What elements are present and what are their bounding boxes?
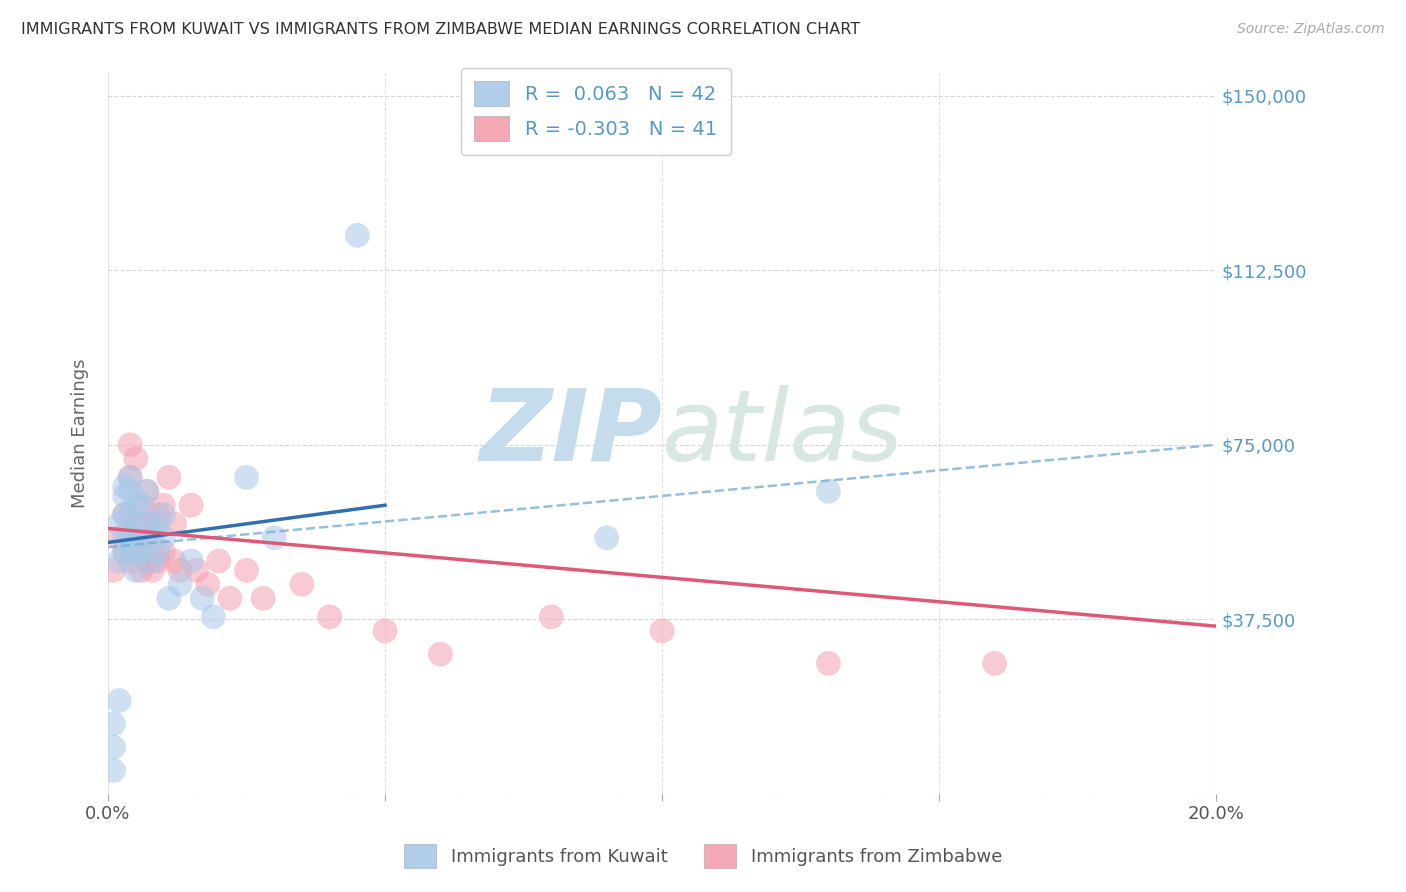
Point <box>202 610 225 624</box>
Point <box>129 498 152 512</box>
Point <box>108 554 131 568</box>
Point <box>125 545 148 559</box>
Point <box>429 647 451 661</box>
Point <box>108 516 131 531</box>
Point <box>129 545 152 559</box>
Point <box>125 498 148 512</box>
Point <box>129 531 152 545</box>
Point <box>163 554 186 568</box>
Point <box>219 591 242 606</box>
Point <box>120 470 142 484</box>
Point <box>263 531 285 545</box>
Point <box>120 554 142 568</box>
Point <box>135 516 157 531</box>
Point <box>817 657 839 671</box>
Point <box>186 563 208 577</box>
Point <box>108 693 131 707</box>
Point <box>152 531 174 545</box>
Point <box>197 577 219 591</box>
Point <box>125 516 148 531</box>
Point <box>114 545 136 559</box>
Point <box>152 508 174 522</box>
Point <box>983 657 1005 671</box>
Point <box>180 498 202 512</box>
Point <box>120 531 142 545</box>
Point <box>125 531 148 545</box>
Point <box>114 531 136 545</box>
Point <box>135 484 157 499</box>
Point <box>141 516 163 531</box>
Point <box>103 717 125 731</box>
Point <box>120 470 142 484</box>
Point <box>157 591 180 606</box>
Point <box>346 228 368 243</box>
Point <box>252 591 274 606</box>
Point <box>125 516 148 531</box>
Point <box>157 470 180 484</box>
Point <box>120 484 142 499</box>
Point <box>146 508 169 522</box>
Text: IMMIGRANTS FROM KUWAIT VS IMMIGRANTS FROM ZIMBABWE MEDIAN EARNINGS CORRELATION C: IMMIGRANTS FROM KUWAIT VS IMMIGRANTS FRO… <box>21 22 860 37</box>
Legend: Immigrants from Kuwait, Immigrants from Zimbabwe: Immigrants from Kuwait, Immigrants from … <box>394 834 1012 879</box>
Point <box>817 484 839 499</box>
Point <box>146 516 169 531</box>
Point <box>191 591 214 606</box>
Point <box>146 554 169 568</box>
Point <box>103 764 125 778</box>
Point <box>141 554 163 568</box>
Point <box>114 508 136 522</box>
Point <box>108 531 131 545</box>
Point <box>120 545 142 559</box>
Point <box>114 545 136 559</box>
Point <box>169 563 191 577</box>
Point <box>596 531 619 545</box>
Point <box>318 610 340 624</box>
Point <box>114 508 136 522</box>
Point <box>235 470 257 484</box>
Point <box>146 545 169 559</box>
Point <box>135 531 157 545</box>
Point <box>540 610 562 624</box>
Point <box>129 563 152 577</box>
Point <box>125 545 148 559</box>
Point <box>103 740 125 755</box>
Point <box>114 489 136 503</box>
Point <box>129 498 152 512</box>
Point <box>651 624 673 638</box>
Point <box>120 438 142 452</box>
Point <box>208 554 231 568</box>
Point <box>129 531 152 545</box>
Point <box>135 554 157 568</box>
Point <box>141 563 163 577</box>
Point <box>141 531 163 545</box>
Point <box>135 484 157 499</box>
Point <box>114 480 136 494</box>
Point <box>125 451 148 466</box>
Point <box>169 577 191 591</box>
Y-axis label: Median Earnings: Median Earnings <box>72 359 89 508</box>
Point <box>120 508 142 522</box>
Point <box>235 563 257 577</box>
Point <box>374 624 396 638</box>
Point <box>125 563 148 577</box>
Text: atlas: atlas <box>662 384 904 482</box>
Point <box>152 545 174 559</box>
Point <box>291 577 314 591</box>
Text: Source: ZipAtlas.com: Source: ZipAtlas.com <box>1237 22 1385 37</box>
Point <box>180 554 202 568</box>
Text: ZIP: ZIP <box>479 384 662 482</box>
Legend: R =  0.063   N = 42, R = -0.303   N = 41: R = 0.063 N = 42, R = -0.303 N = 41 <box>461 68 731 154</box>
Point <box>163 516 186 531</box>
Point <box>103 563 125 577</box>
Point <box>152 498 174 512</box>
